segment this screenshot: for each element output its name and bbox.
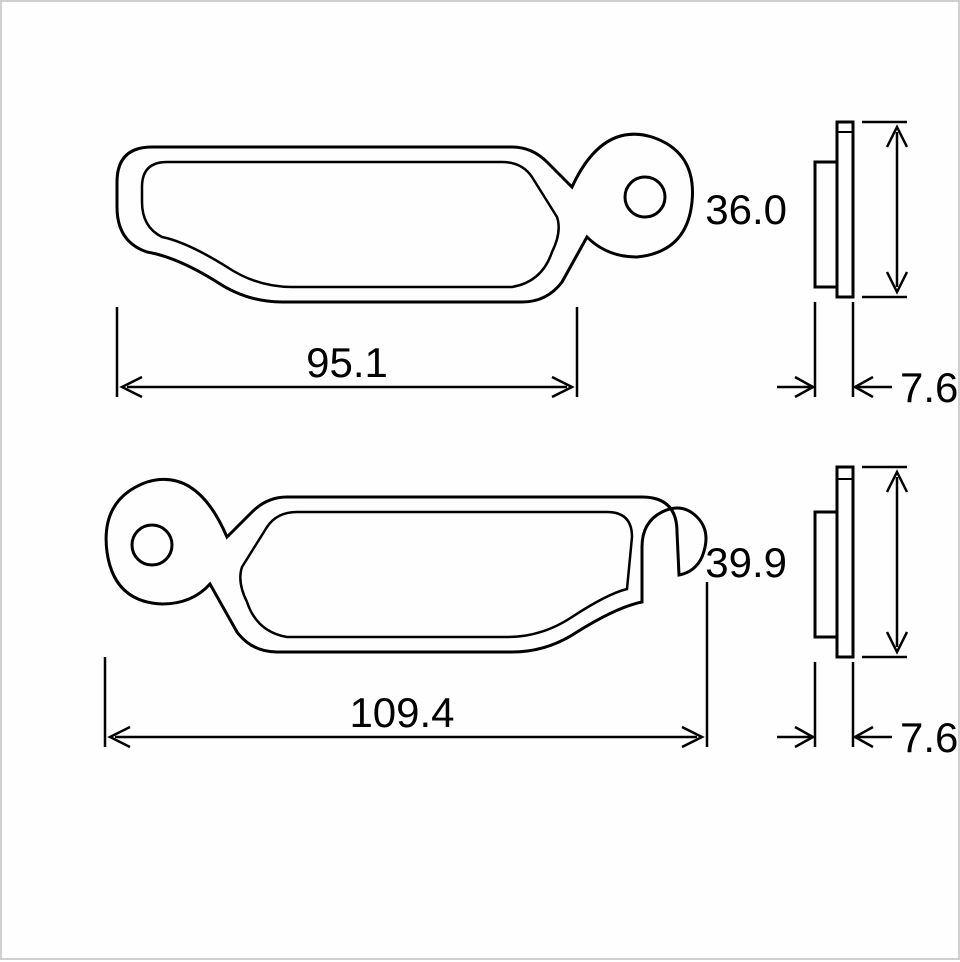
pad-a-side-view [815, 122, 853, 297]
dim-pad-a-width: 95.1 [117, 307, 577, 397]
label-pad-b-height: 39.9 [705, 539, 787, 586]
dim-pad-a-thickness: 7.6 [777, 302, 958, 411]
dim-pad-b-thickness: 7.6 [777, 662, 958, 761]
label-pad-b-thick: 7.6 [900, 714, 958, 761]
pad-a-face-view [117, 134, 693, 302]
dim-pad-b-width: 109.4 [105, 582, 707, 747]
label-pad-a-thick: 7.6 [900, 364, 958, 411]
label-pad-b-width: 109.4 [349, 689, 454, 736]
dim-pad-a-height: 36.0 [705, 122, 907, 297]
pad-b-side-view [815, 467, 853, 657]
label-pad-a-height: 36.0 [705, 186, 787, 233]
technical-drawing-svg: 95.1 36.0 7.6 [2, 2, 960, 962]
label-pad-a-width: 95.1 [306, 339, 388, 386]
pad-b-face-view [106, 479, 706, 652]
dim-pad-b-height: 39.9 [705, 467, 907, 657]
diagram-frame: 95.1 36.0 7.6 [0, 0, 960, 960]
